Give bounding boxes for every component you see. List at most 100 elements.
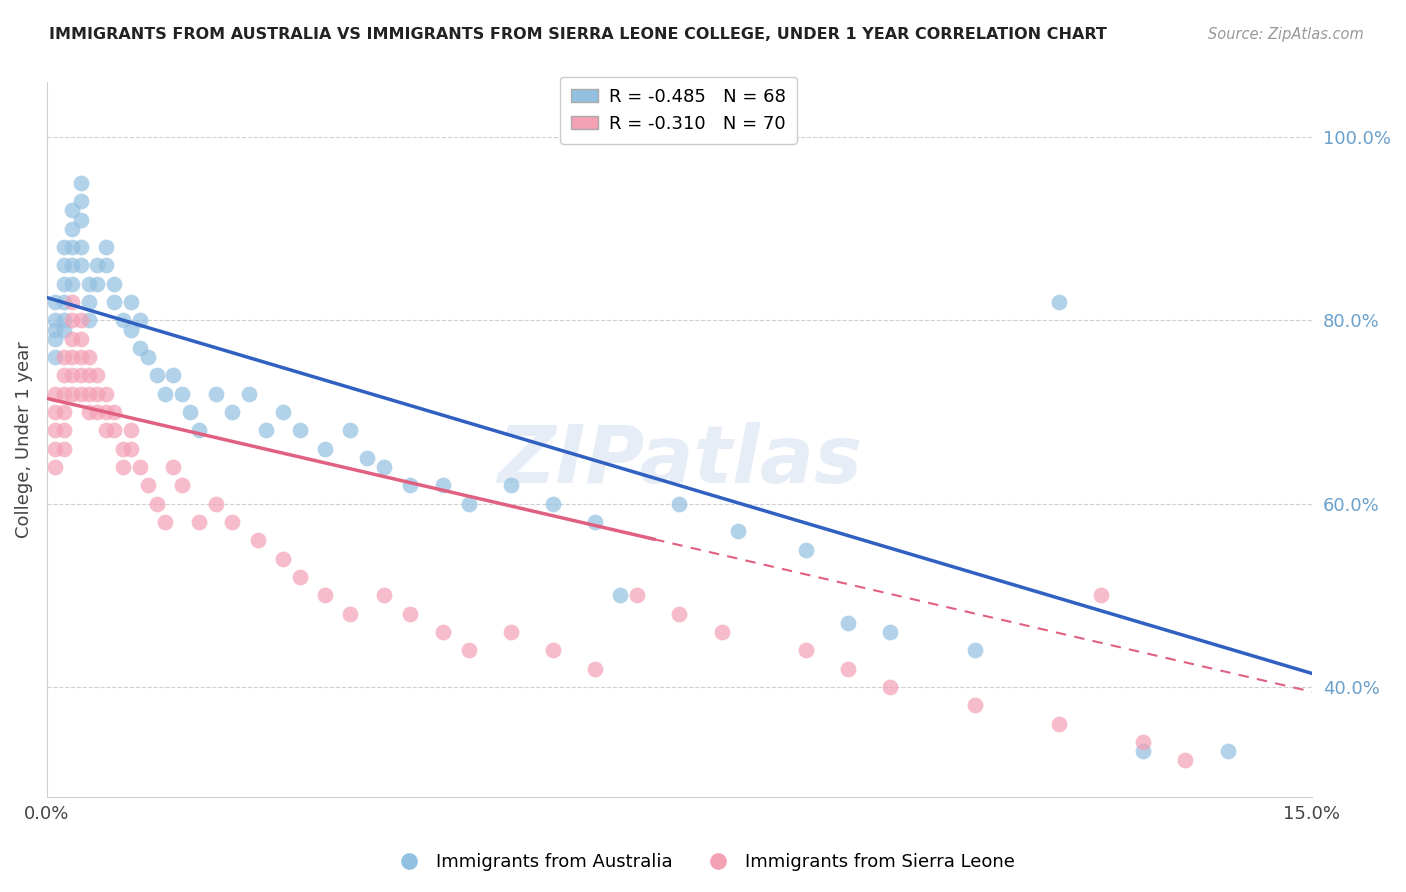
- Point: [288, 424, 311, 438]
- Point: [668, 497, 690, 511]
- Point: [204, 386, 226, 401]
- Y-axis label: College, Under 1 year: College, Under 1 year: [15, 342, 32, 538]
- Point: [77, 405, 100, 419]
- Point: [69, 386, 91, 401]
- Legend: R = -0.485   N = 68, R = -0.310   N = 70: R = -0.485 N = 68, R = -0.310 N = 70: [561, 77, 797, 144]
- Point: [271, 551, 294, 566]
- Point: [727, 524, 749, 539]
- Point: [963, 698, 986, 713]
- Point: [60, 313, 83, 327]
- Point: [86, 405, 108, 419]
- Point: [398, 478, 420, 492]
- Point: [44, 442, 66, 456]
- Point: [221, 515, 243, 529]
- Point: [153, 386, 176, 401]
- Point: [398, 607, 420, 621]
- Point: [120, 442, 142, 456]
- Point: [60, 259, 83, 273]
- Point: [69, 350, 91, 364]
- Point: [145, 497, 167, 511]
- Point: [128, 313, 150, 327]
- Point: [710, 625, 733, 640]
- Point: [541, 643, 564, 657]
- Point: [103, 295, 125, 310]
- Point: [837, 615, 859, 630]
- Point: [60, 295, 83, 310]
- Point: [52, 277, 75, 291]
- Point: [94, 259, 117, 273]
- Text: ZIPatlas: ZIPatlas: [496, 422, 862, 500]
- Point: [626, 589, 648, 603]
- Point: [44, 313, 66, 327]
- Point: [314, 589, 336, 603]
- Point: [52, 442, 75, 456]
- Point: [111, 442, 134, 456]
- Point: [60, 332, 83, 346]
- Point: [583, 662, 606, 676]
- Point: [1090, 589, 1112, 603]
- Point: [499, 478, 522, 492]
- Point: [69, 259, 91, 273]
- Point: [457, 643, 479, 657]
- Point: [187, 515, 209, 529]
- Point: [499, 625, 522, 640]
- Point: [120, 295, 142, 310]
- Point: [432, 625, 454, 640]
- Point: [86, 277, 108, 291]
- Point: [94, 240, 117, 254]
- Point: [103, 277, 125, 291]
- Point: [103, 405, 125, 419]
- Point: [44, 350, 66, 364]
- Point: [314, 442, 336, 456]
- Point: [44, 332, 66, 346]
- Point: [1174, 754, 1197, 768]
- Point: [52, 313, 75, 327]
- Point: [170, 386, 193, 401]
- Point: [69, 176, 91, 190]
- Point: [60, 240, 83, 254]
- Point: [94, 424, 117, 438]
- Point: [583, 515, 606, 529]
- Point: [52, 259, 75, 273]
- Point: [77, 386, 100, 401]
- Point: [77, 277, 100, 291]
- Point: [373, 589, 395, 603]
- Point: [94, 386, 117, 401]
- Point: [128, 460, 150, 475]
- Point: [52, 350, 75, 364]
- Point: [44, 460, 66, 475]
- Point: [86, 259, 108, 273]
- Point: [44, 295, 66, 310]
- Point: [204, 497, 226, 511]
- Point: [69, 368, 91, 383]
- Point: [879, 625, 901, 640]
- Point: [77, 350, 100, 364]
- Point: [221, 405, 243, 419]
- Point: [52, 323, 75, 337]
- Text: Source: ZipAtlas.com: Source: ZipAtlas.com: [1208, 27, 1364, 42]
- Point: [187, 424, 209, 438]
- Point: [60, 386, 83, 401]
- Point: [879, 680, 901, 694]
- Point: [373, 460, 395, 475]
- Point: [1047, 716, 1070, 731]
- Point: [1132, 735, 1154, 749]
- Point: [457, 497, 479, 511]
- Point: [963, 643, 986, 657]
- Point: [238, 386, 260, 401]
- Point: [153, 515, 176, 529]
- Point: [103, 424, 125, 438]
- Point: [1216, 744, 1239, 758]
- Point: [111, 313, 134, 327]
- Point: [69, 332, 91, 346]
- Point: [44, 424, 66, 438]
- Point: [60, 203, 83, 218]
- Point: [246, 533, 269, 548]
- Point: [120, 323, 142, 337]
- Point: [60, 277, 83, 291]
- Point: [60, 222, 83, 236]
- Point: [60, 350, 83, 364]
- Point: [77, 295, 100, 310]
- Point: [120, 424, 142, 438]
- Point: [52, 295, 75, 310]
